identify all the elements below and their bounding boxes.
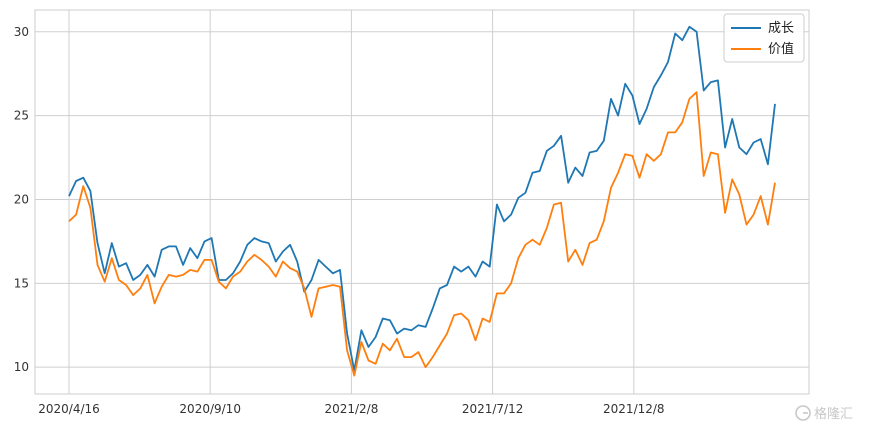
y-tick-label: 25 [14, 109, 29, 123]
x-tick-label: 2021/2/8 [324, 402, 378, 416]
plot-frame [34, 9, 810, 395]
x-tick-label: 2020/9/10 [179, 402, 241, 416]
watermark: 格隆汇 [795, 405, 853, 422]
series-line-1 [68, 91, 776, 377]
y-tick-label: 30 [14, 25, 29, 39]
watermark-text: 格隆汇 [814, 406, 853, 422]
x-tick-label: 2020/4/16 [38, 402, 100, 416]
legend: 成长 价值 [723, 13, 805, 63]
legend-label-series-0: 成长 [768, 21, 794, 36]
grid [35, 10, 809, 394]
legend-label-series-1: 价值 [768, 41, 794, 57]
series-layer [68, 25, 776, 377]
x-axis-tick-labels: 2020/4/16 2020/9/10 2021/2/8 2021/7/12 2021/… [38, 402, 664, 416]
logo-g-icon [795, 405, 811, 421]
y-tick-label: 10 [14, 360, 29, 374]
x-tick-label: 2021/12/8 [603, 402, 665, 416]
y-tick-label: 20 [14, 192, 29, 206]
series-line-0 [68, 25, 776, 372]
y-tick-label: 15 [14, 276, 29, 290]
x-tick-label: 2021/7/12 [462, 402, 524, 416]
y-axis-tick-labels: 10 15 20 25 30 [14, 25, 29, 374]
